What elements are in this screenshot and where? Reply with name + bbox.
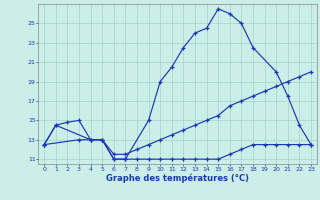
X-axis label: Graphe des températures (°C): Graphe des températures (°C) bbox=[106, 173, 249, 183]
